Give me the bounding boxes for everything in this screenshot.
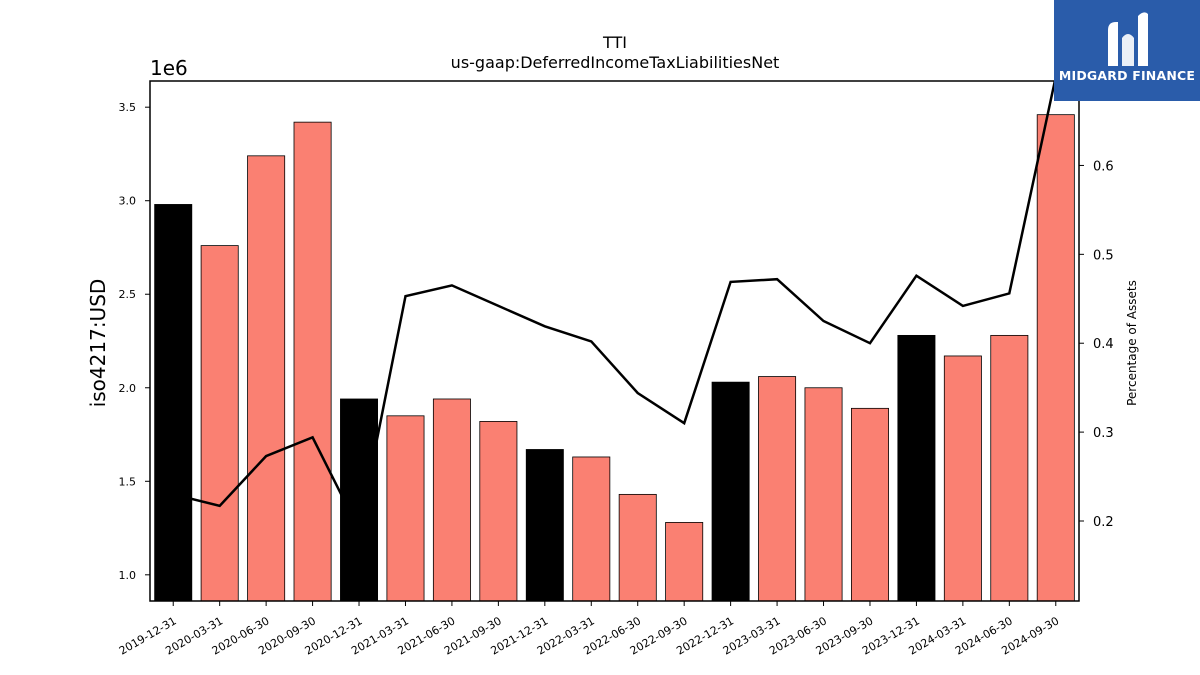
bar bbox=[618, 493, 657, 602]
bar bbox=[525, 449, 564, 602]
y2-axis: 0.2 0.3 0.4 0.5 0.6 bbox=[1079, 159, 1114, 530]
y-axis: 1.0 1.5 2.0 2.5 3.0 3.5 bbox=[119, 101, 150, 582]
bar bbox=[293, 121, 332, 602]
bar bbox=[758, 376, 797, 602]
bar bbox=[711, 381, 750, 602]
bar bbox=[572, 456, 611, 602]
y2-tick-label: 0.2 bbox=[1093, 515, 1114, 530]
bar bbox=[665, 522, 704, 602]
chart-title: TTI bbox=[602, 33, 627, 52]
y2-tick-label: 0.5 bbox=[1093, 248, 1114, 263]
y2-tick-label: 0.6 bbox=[1093, 159, 1114, 174]
y-offset-text: 1e6 bbox=[150, 56, 188, 80]
bar bbox=[432, 398, 471, 602]
line-series bbox=[172, 81, 1057, 534]
series-line bbox=[172, 81, 1057, 534]
bar bbox=[897, 334, 936, 602]
bar bbox=[943, 355, 982, 602]
y-tick-label: 3.5 bbox=[119, 101, 137, 114]
y-tick-label: 3.0 bbox=[119, 195, 137, 208]
y2-tick-label: 0.3 bbox=[1093, 426, 1114, 441]
y-tick-label: 1.0 bbox=[119, 569, 137, 582]
bar-series bbox=[154, 114, 1075, 602]
bar bbox=[340, 398, 379, 602]
brand-logo: MIDGARD FINANCE bbox=[1054, 0, 1200, 101]
bar bbox=[990, 334, 1029, 602]
bar bbox=[479, 421, 518, 602]
plot-frame bbox=[149, 80, 1080, 602]
y-tick-label: 2.5 bbox=[119, 288, 137, 301]
y2-tick-label: 0.4 bbox=[1093, 337, 1114, 352]
y-tick-label: 2.0 bbox=[119, 382, 137, 395]
y-axis-label: iso4217:USD bbox=[86, 279, 110, 408]
y-tick-label: 1.5 bbox=[119, 475, 137, 488]
brand-name: MIDGARD FINANCE bbox=[1058, 68, 1196, 83]
bar bbox=[804, 387, 843, 602]
bar bbox=[200, 245, 239, 602]
bar bbox=[386, 415, 425, 602]
y2-axis-label: Percentage of Assets bbox=[1125, 280, 1139, 406]
bar bbox=[154, 204, 193, 602]
x-axis: 2019-12-312020-03-312020-06-302020-09-30… bbox=[117, 601, 1061, 658]
bar bbox=[850, 407, 889, 602]
bar bbox=[1036, 114, 1075, 602]
chart-subtitle: us-gaap:DeferredIncomeTaxLiabilitiesNet bbox=[451, 53, 780, 72]
bar bbox=[247, 155, 286, 602]
midgard-logo-icon bbox=[1108, 12, 1148, 66]
